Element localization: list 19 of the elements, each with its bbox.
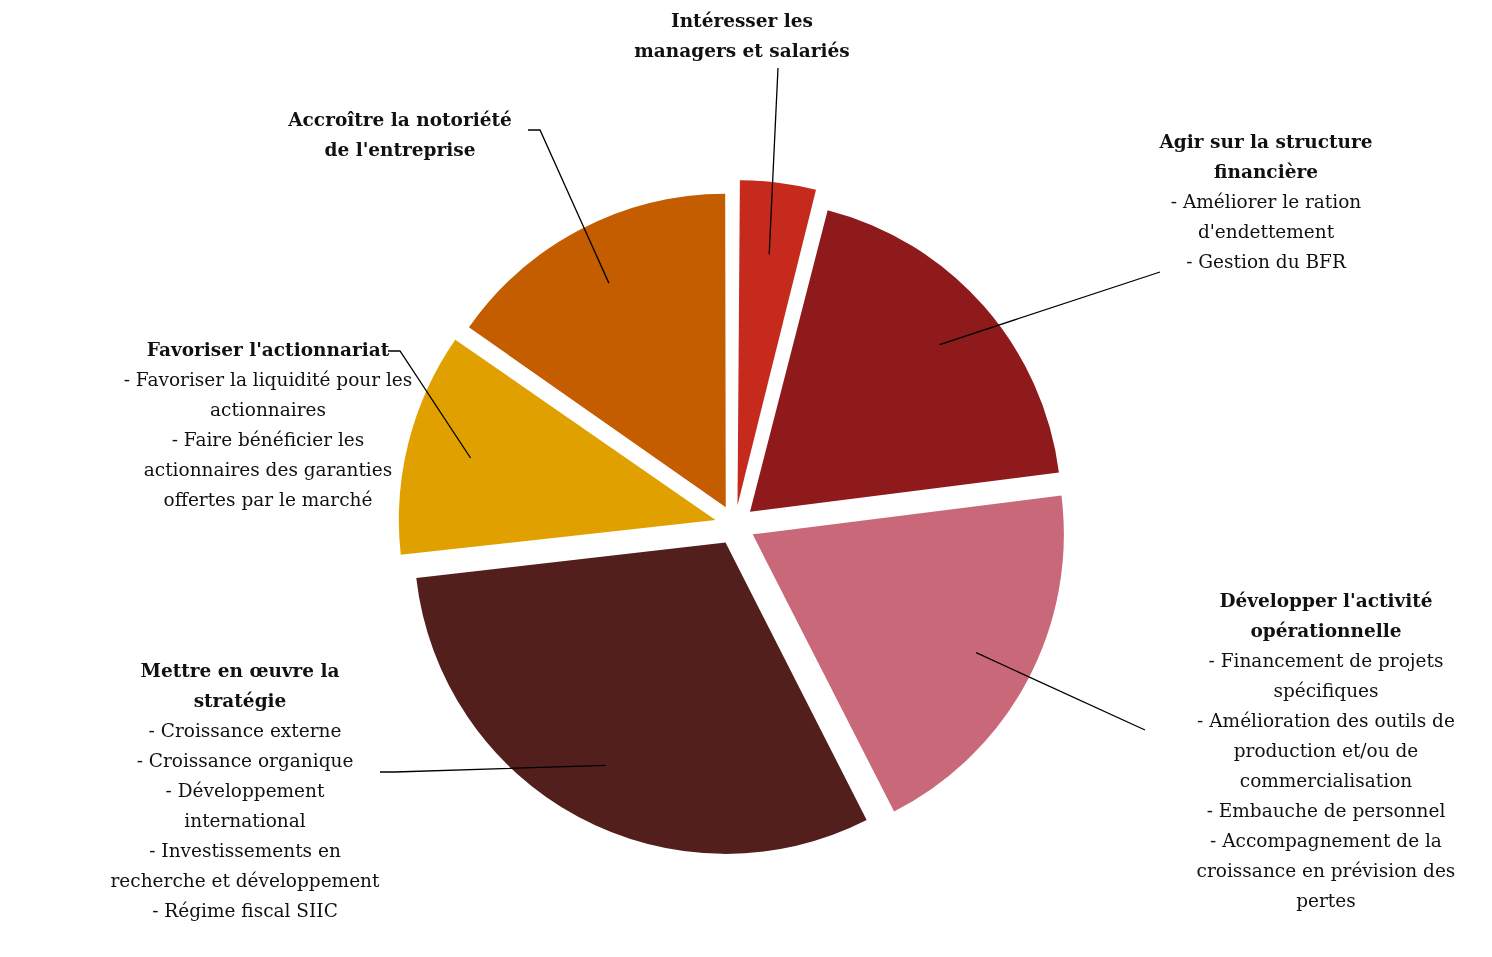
text: - Embauche de personnel [1206,800,1446,821]
text: - Croissance externe [148,720,342,741]
text: - Amélioration des outils de production et/ou de commercialisation [1197,710,1455,791]
text: - Gestion du BFR [1186,251,1346,272]
slice-label: Agir sur la structure financière [1158,130,1374,184]
text: - Favoriser la liquidité pour les actionnaires [123,369,413,420]
slice-label: Mettre en œuvre la stratégie [139,659,341,713]
text: - Financement de projets spécifiques [1208,650,1444,701]
text: - Régime fiscal SIIC [152,900,338,921]
text: - Croissance organique [136,750,354,771]
slice-label: Favoriser l'actionnariat [145,338,391,362]
text: - Développement international [165,780,325,831]
slice-label: Accroître la notoriété de l'entreprise [287,108,513,162]
text: - Accompagnement de la croissance en prévision des pertes [1196,830,1456,911]
text: - Investissements en recherche et développement [110,840,380,891]
text: - Améliorer le ration d'endettement [1170,191,1362,242]
text: - Faire bénéficier les actionnaires des garanties offertes par le marché [143,429,393,510]
slice-label: Développer l'activité opérationnelle [1218,589,1434,643]
slice-label: Intéresser les managers et salariés [633,9,851,63]
